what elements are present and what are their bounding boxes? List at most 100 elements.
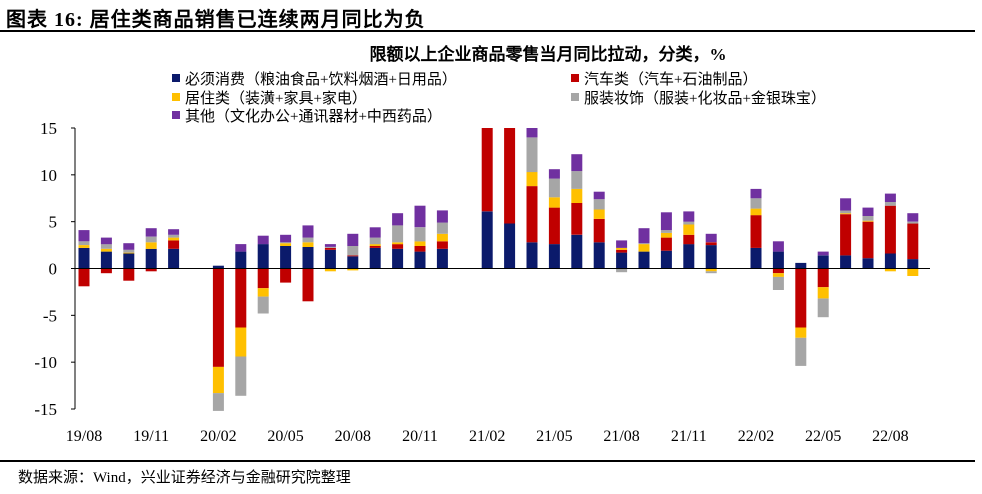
bar-segment-essential-goods <box>638 251 650 269</box>
legend-marker-apparel-cosmetics <box>571 93 579 101</box>
bar-segment-housing <box>638 244 650 252</box>
bar-segment-apparel-cosmetics <box>817 298 829 318</box>
bar-segment-housing <box>212 366 224 394</box>
bar-segment-auto <box>392 244 404 249</box>
bar-segment-other <box>168 229 180 235</box>
bar-segment-housing <box>884 268 896 272</box>
bar-segment-housing <box>78 245 90 248</box>
x-tick-label: 19/11 <box>133 428 169 445</box>
bar-segment-apparel-cosmetics <box>347 246 359 256</box>
bar-segment-other <box>772 241 784 252</box>
bar-segment-other <box>705 233 717 243</box>
bar-segment-other <box>571 154 583 172</box>
bar-segment-other <box>907 213 919 222</box>
bar-segment-other <box>750 188 762 199</box>
bar-segment-other <box>884 193 896 202</box>
bar-segment-other <box>683 211 695 222</box>
bar-segment-essential-goods <box>593 242 605 269</box>
bar-segment-other <box>347 233 359 246</box>
bar-segment-essential-goods <box>100 251 112 269</box>
bar-segment-auto <box>504 128 516 224</box>
bar-segment-other <box>504 27 515 50</box>
bar-segment-auto <box>750 215 762 248</box>
bar-segment-essential-goods <box>504 223 516 269</box>
bar-segment-housing <box>100 248 112 252</box>
source-note: 数据来源：Wind，兴业证券经济与金融研究院整理 <box>18 470 351 486</box>
bar-segment-essential-goods <box>616 252 628 269</box>
bar-segment-housing <box>705 268 717 272</box>
y-tick-label: 5 <box>49 213 58 232</box>
x-tick-label: 22/05 <box>805 428 841 445</box>
bar-segment-housing <box>257 288 269 297</box>
bar-segment-housing <box>616 247 628 250</box>
bar-segment-apparel-cosmetics <box>302 237 314 243</box>
bar-segment-housing <box>571 188 583 203</box>
bar-segment-apparel-cosmetics <box>235 356 247 396</box>
legend-label-essential-goods: 必须消费（粮油食品+饮料烟酒+日用品） <box>185 71 457 88</box>
bar-segment-essential-goods <box>862 258 874 269</box>
header-rule <box>0 30 975 32</box>
bar-segment-apparel-cosmetics <box>504 50 515 83</box>
bar-segment-housing <box>548 197 560 208</box>
bar-segment-auto <box>414 246 426 252</box>
bar-segment-essential-goods <box>78 247 90 269</box>
bar-segment-auto <box>235 268 247 328</box>
bar-segment-apparel-cosmetics <box>593 199 605 210</box>
bar-segment-housing <box>324 268 336 272</box>
bar-segment-essential-goods <box>907 259 919 269</box>
bar-segment-auto <box>100 268 112 274</box>
x-tick-label: 22/02 <box>738 428 774 445</box>
bar-segment-housing <box>392 242 404 245</box>
bar-segment-essential-goods <box>414 251 426 269</box>
bar-segment-auto <box>795 268 807 328</box>
bar-segment-auto <box>907 223 919 260</box>
bar-segment-apparel-cosmetics <box>884 202 896 206</box>
bar-segment-other <box>392 213 404 226</box>
y-tick-label: 0 <box>49 260 58 279</box>
bar-segment-essential-goods <box>145 248 157 269</box>
bar-segment-other <box>660 212 672 231</box>
y-tick-label: -15 <box>34 400 57 419</box>
bar-segment-auto <box>705 242 717 246</box>
bar-segment-apparel-cosmetics <box>324 247 336 248</box>
bar-segment-other <box>862 207 874 216</box>
bar-segment-essential-goods <box>347 256 359 269</box>
bar-segment-other <box>257 235 269 245</box>
bar-segment-auto <box>257 268 269 289</box>
x-tick-label: 19/08 <box>66 428 102 445</box>
legend-marker-essential-goods <box>172 74 180 82</box>
bar-segment-auto <box>817 268 829 288</box>
bar-segment-essential-goods <box>571 234 583 269</box>
bar-segment-essential-goods <box>526 242 538 269</box>
bar-segment-other <box>369 227 381 238</box>
bar-segment-auto <box>145 268 157 272</box>
bar-segment-other <box>526 128 538 138</box>
legend-item-apparel-cosmetics: 服装妆饰（服装+化妆品+金银珠宝） <box>571 88 826 107</box>
bar-segment-housing <box>683 224 695 235</box>
bar-segment-apparel-cosmetics <box>280 242 292 244</box>
bar-segment-housing <box>235 327 247 357</box>
legend-item-essential-goods: 必须消费（粮油食品+饮料烟酒+日用品） <box>172 69 457 88</box>
bar-segment-auto <box>772 268 784 274</box>
y-axis: 15 10 5 0 -5 -10 -15 <box>34 119 76 419</box>
bar-segment-essential-goods <box>324 249 336 269</box>
bar-segment-essential-goods <box>392 248 404 269</box>
bar-segment-essential-goods <box>235 251 247 269</box>
bar-segment-housing <box>660 232 672 238</box>
bar-segment-housing <box>280 243 292 246</box>
bar-segment-other <box>840 198 852 211</box>
bar-segment-apparel-cosmetics <box>369 237 381 245</box>
bar-segment-essential-goods <box>436 248 448 269</box>
bar-segment-apparel-cosmetics <box>436 222 448 234</box>
bar-segment-other <box>145 228 157 237</box>
bar-segment-other <box>414 205 426 228</box>
bar-segment-apparel-cosmetics <box>616 268 628 273</box>
bars-group <box>78 1 919 411</box>
bar-segment-apparel-cosmetics <box>123 249 135 253</box>
bar-segment-apparel-cosmetics <box>257 296 269 314</box>
bar-segment-housing <box>593 209 605 219</box>
bar-segment-housing <box>123 252 135 254</box>
bar-segment-other <box>482 1 493 24</box>
bar-segment-apparel-cosmetics <box>482 24 493 57</box>
bar-segment-housing <box>795 327 807 338</box>
